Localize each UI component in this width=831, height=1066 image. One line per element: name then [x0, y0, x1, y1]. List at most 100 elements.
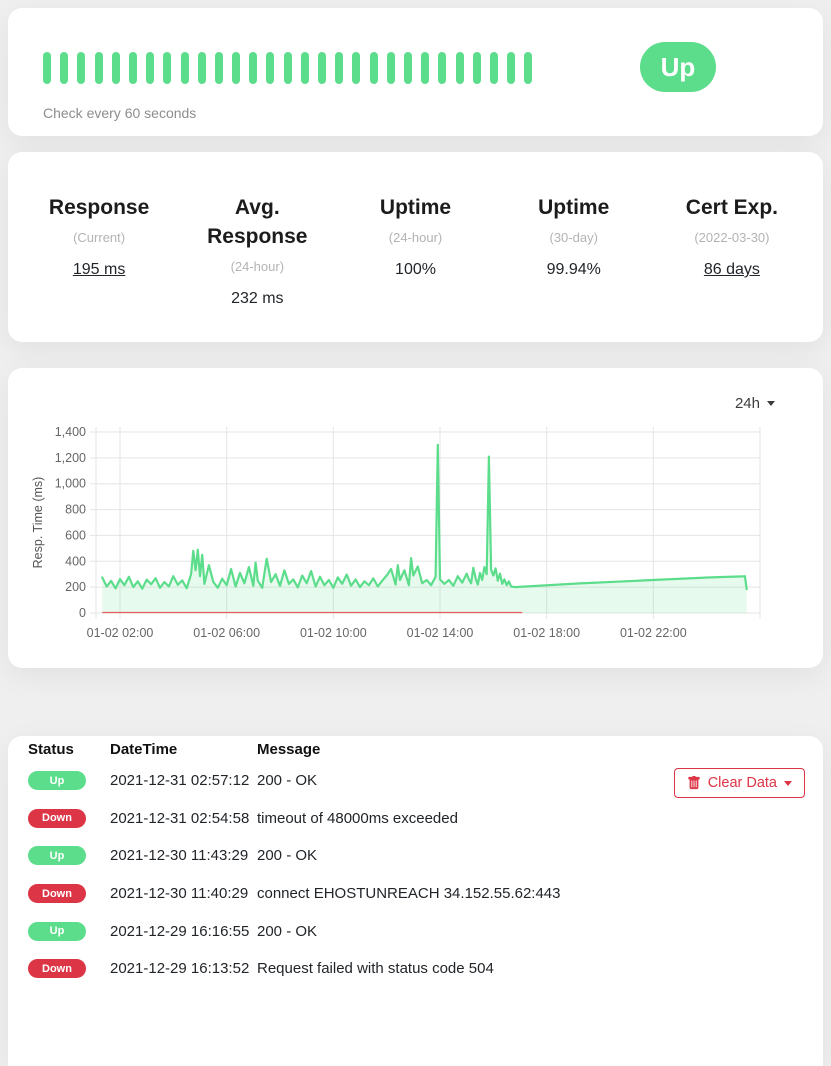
- heartbeat-bar[interactable]: [335, 52, 344, 84]
- event-datetime-cell: 2021-12-29 16:13:52: [110, 960, 250, 978]
- stat-column: Response (Current) 195 ms: [20, 194, 178, 342]
- svg-text:01-02 14:00: 01-02 14:00: [407, 626, 474, 640]
- heartbeat-bar[interactable]: [249, 52, 258, 84]
- svg-text:1,200: 1,200: [55, 451, 86, 465]
- clear-data-button[interactable]: Clear Data: [673, 768, 805, 798]
- stat-column: Uptime (24-hour) 100%: [336, 194, 494, 342]
- heartbeat-bar[interactable]: [352, 52, 361, 84]
- stat-value: 232 ms: [231, 289, 284, 307]
- event-status-cell: Up: [28, 762, 110, 800]
- svg-text:01-02 10:00: 01-02 10:00: [300, 626, 367, 640]
- svg-text:01-02 22:00: 01-02 22:00: [620, 626, 687, 640]
- event-message-cell: 200 - OK: [257, 847, 318, 865]
- event-status-cell: Down: [28, 800, 110, 838]
- stat-title: Avg. Response: [207, 196, 308, 248]
- event-message-cell: 200 - OK: [257, 772, 318, 790]
- events-col-datetime: DateTime: [110, 740, 178, 758]
- svg-text:800: 800: [65, 503, 86, 517]
- svg-text:400: 400: [65, 554, 86, 568]
- heartbeat-bar[interactable]: [266, 52, 275, 84]
- stat-title: Cert Exp.: [685, 196, 778, 219]
- heartbeat-bar[interactable]: [421, 52, 430, 84]
- response-time-chart: 0 200 400 600 800 1,000 1,200 1,400 01-02 02:00 0…: [31, 425, 761, 640]
- check-interval-text: Check every 60 seconds: [43, 105, 197, 121]
- heartbeat-bar-list: [43, 52, 533, 84]
- heartbeat-bar[interactable]: [163, 52, 172, 84]
- event-status-cell: Down: [28, 875, 110, 913]
- heartbeat-bar[interactable]: [403, 52, 412, 84]
- event-message-cell: 200 - OK: [257, 922, 318, 940]
- heartbeat-bar[interactable]: [111, 52, 120, 84]
- heartbeat-bar[interactable]: [232, 52, 241, 84]
- svg-text:01-02 06:00: 01-02 06:00: [193, 626, 260, 640]
- stat-title: Uptime: [379, 196, 452, 219]
- heartbeat-bar[interactable]: [60, 52, 69, 84]
- event-datetime-cell: 2021-12-30 11:43:29: [110, 847, 249, 865]
- stat-subtitle: (30-day): [549, 229, 598, 245]
- heartbeat-bar[interactable]: [43, 52, 51, 84]
- monitor-status-badge: Up: [640, 42, 716, 92]
- svg-text:1,400: 1,400: [55, 425, 86, 439]
- status-badge: Down: [28, 808, 86, 828]
- chevron-down-icon: [767, 401, 775, 406]
- heartbeat-bar[interactable]: [318, 52, 326, 84]
- stat-value: 100%: [395, 260, 436, 278]
- stat-column: Avg. Response (24-hour) 232 ms: [178, 194, 336, 342]
- svg-text:200: 200: [65, 580, 86, 594]
- svg-text:Resp. Time (ms): Resp. Time (ms): [31, 477, 45, 569]
- status-badge: Down: [28, 884, 86, 904]
- stat-subtitle: (24-hour): [230, 258, 285, 274]
- event-status-cell: Up: [28, 837, 110, 875]
- event-datetime-cell: 2021-12-31 02:57:12: [110, 772, 250, 790]
- heartbeat-bar[interactable]: [180, 52, 189, 84]
- stat-value[interactable]: 195 ms: [72, 260, 126, 278]
- svg-text:01-02 18:00: 01-02 18:00: [513, 626, 580, 640]
- status-badge: Up: [28, 846, 86, 866]
- stat-title: Response: [48, 196, 150, 219]
- heartbeat-bar[interactable]: [300, 52, 309, 84]
- chevron-down-icon: [784, 780, 792, 786]
- svg-text:0: 0: [79, 606, 86, 620]
- heartbeat-bar[interactable]: [283, 52, 292, 84]
- events-table: Status DateTime Message Up 2021-12-31 02:…: [28, 736, 803, 988]
- heartbeat-bar[interactable]: [94, 52, 103, 84]
- event-datetime-cell: 2021-12-29 16:16:55: [110, 922, 250, 940]
- heartbeat-bar[interactable]: [128, 52, 137, 84]
- status-badge: Down: [28, 959, 86, 979]
- heartbeat-bar[interactable]: [77, 52, 86, 84]
- heartbeat-bar[interactable]: [146, 52, 155, 84]
- stat-subtitle: (2022-03-30): [694, 229, 770, 245]
- event-message-cell: connect EHOSTUNREACH 34.152.55.62:443: [257, 885, 561, 903]
- event-datetime-cell: 2021-12-30 11:40:29: [110, 885, 249, 903]
- heartbeat-bar[interactable]: [524, 52, 533, 84]
- heartbeat-bar[interactable]: [507, 52, 516, 84]
- event-message-cell: timeout of 48000ms exceeded: [257, 809, 458, 827]
- chart-period-label: 24h: [734, 395, 760, 412]
- heartbeat-bar[interactable]: [472, 52, 481, 84]
- stat-title: Uptime: [538, 196, 610, 219]
- trash-icon: [688, 776, 700, 790]
- heartbeat-bar[interactable]: [197, 52, 206, 84]
- status-badge: Up: [28, 771, 86, 791]
- heartbeat-bar[interactable]: [369, 52, 378, 84]
- stat-value[interactable]: 86 days: [703, 260, 760, 278]
- events-col-message: Message: [257, 740, 321, 758]
- monitor-heartbeat-card: Check every 60 seconds Up: [8, 8, 823, 136]
- heartbeat-bar[interactable]: [489, 52, 498, 84]
- response-chart-card: 24h 0 200 400 600 800 1,000 1,200 1,400 01-02 02…: [8, 368, 823, 668]
- clear-data-label: Clear Data: [707, 775, 777, 791]
- chart-period-dropdown[interactable]: 24h: [735, 395, 775, 412]
- stat-value: 99.94%: [546, 260, 601, 278]
- svg-text:600: 600: [65, 528, 86, 542]
- heartbeat-bar[interactable]: [455, 52, 464, 84]
- event-status-cell: Up: [28, 912, 110, 950]
- heartbeat-bar[interactable]: [438, 52, 447, 84]
- stat-subtitle: (24-hour): [388, 229, 443, 245]
- stat-subtitle: (Current): [73, 229, 126, 245]
- important-events-card: Clear Data Status DateTime Message Up 202…: [8, 736, 823, 1066]
- heartbeat-bar[interactable]: [214, 52, 223, 84]
- heartbeat-bar[interactable]: [386, 52, 395, 84]
- event-datetime-cell: 2021-12-31 02:54:58: [110, 809, 250, 827]
- monitor-stats-card: Response (Current) 195 ms Avg. Response (24-…: [8, 152, 823, 342]
- svg-text:01-02 02:00: 01-02 02:00: [87, 626, 154, 640]
